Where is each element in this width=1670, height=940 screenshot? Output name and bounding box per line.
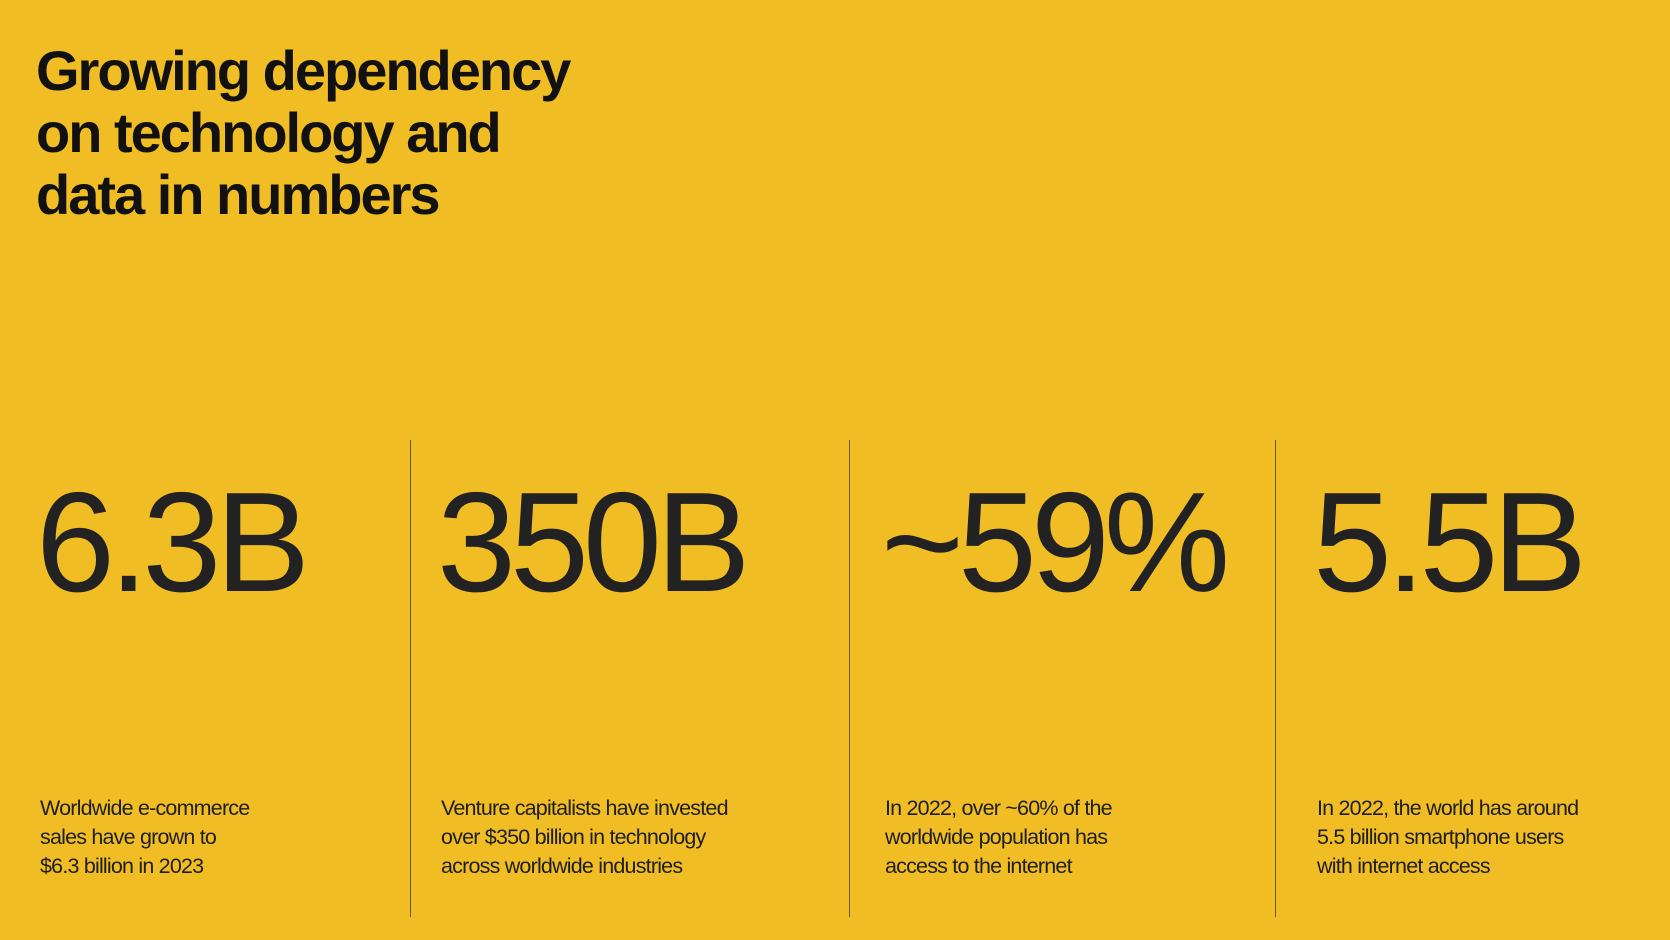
stat-card-smartphone-users: 5.5B In 2022, the world has around 5.5 b…	[1313, 440, 1653, 917]
stat-description-line: Venture capitalists have invested	[441, 796, 729, 820]
stat-value: 350B	[437, 463, 751, 622]
stat-description-line: Worldwide e-commerce	[40, 796, 250, 820]
stat-description: In 2022, the world has around 5.5 billio…	[1317, 794, 1647, 881]
stat-description: In 2022, over ~60% of the worldwide popu…	[885, 794, 1215, 881]
stat-description-line: access to the internet	[885, 854, 1073, 878]
stat-description-line: worldwide population has	[885, 825, 1108, 849]
stat-value: 6.3B	[36, 463, 310, 622]
stat-description: Worldwide e-commerce sales have grown to…	[40, 794, 370, 881]
stat-description-line: $6.3 billion in 2023	[40, 854, 204, 878]
title-line: data in numbers	[36, 163, 441, 226]
stat-value: 5.5B	[1313, 463, 1587, 622]
column-divider	[410, 440, 411, 917]
stat-description-line: sales have grown to	[40, 825, 217, 849]
stat-card-internet-access: ~59% In 2022, over ~60% of the worldwide…	[881, 440, 1261, 917]
stat-description-line: 5.5 billion smartphone users	[1317, 825, 1564, 849]
title-line: Growing dependency	[36, 39, 571, 102]
stat-description-line: with internet access	[1317, 854, 1491, 878]
column-divider	[849, 440, 850, 917]
column-divider	[1275, 440, 1276, 917]
stat-card-ecommerce: 6.3B Worldwide e-commerce sales have gro…	[36, 440, 396, 917]
stat-description-line: over $350 billion in technology	[441, 825, 706, 849]
page-title: Growing dependency on technology and dat…	[36, 40, 656, 226]
stat-description-line: across worldwide industries	[441, 854, 683, 878]
stat-card-venture-capital: 350B Venture capitalists have invested o…	[437, 440, 837, 917]
stat-value: ~59%	[881, 463, 1230, 622]
stat-description-line: In 2022, the world has around	[1317, 796, 1579, 820]
stat-description-line: In 2022, over ~60% of the	[885, 796, 1113, 820]
title-line: on technology and	[36, 101, 502, 164]
stat-description: Venture capitalists have invested over $…	[441, 794, 771, 881]
